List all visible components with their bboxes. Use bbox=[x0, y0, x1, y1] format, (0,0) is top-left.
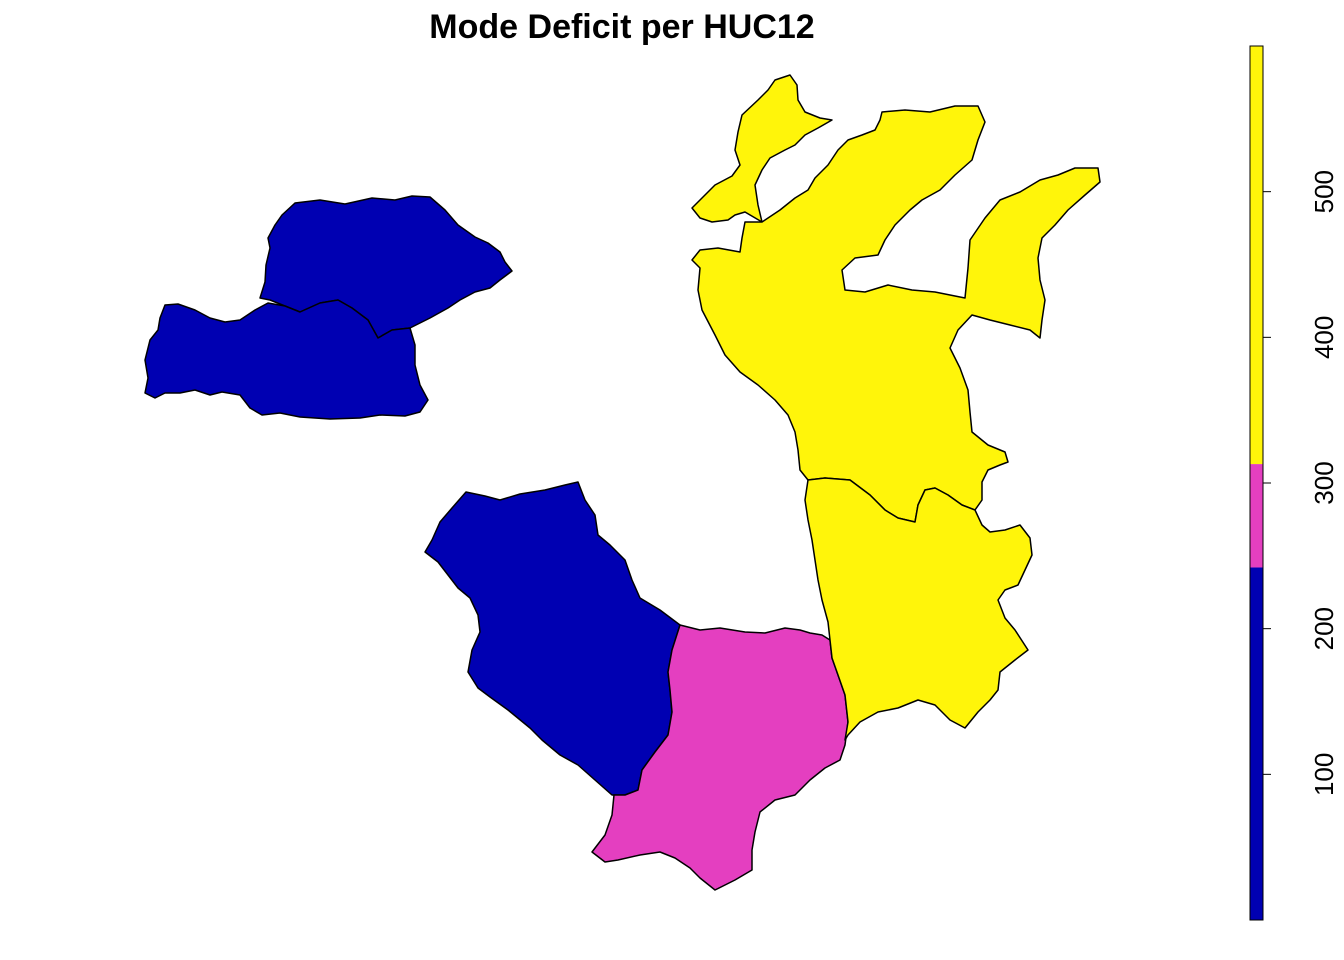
legend-tick-label: 400 bbox=[1309, 316, 1339, 359]
legend-bin-1 bbox=[1250, 464, 1263, 568]
huc-region-g bbox=[804, 477, 1033, 741]
legend-axis: 100 200 300 400 500 bbox=[1262, 170, 1339, 796]
legend-tick-label: 100 bbox=[1309, 753, 1339, 796]
legend-bin-2 bbox=[1250, 46, 1263, 465]
huc-region-e bbox=[691, 74, 833, 223]
huc-region-f bbox=[691, 105, 1101, 523]
legend-color-bar bbox=[1250, 46, 1263, 920]
huc-region-d bbox=[591, 624, 849, 891]
legend-bin-0 bbox=[1250, 567, 1263, 920]
legend-tick-label: 500 bbox=[1309, 170, 1339, 213]
map-title: Mode Deficit per HUC12 bbox=[429, 8, 814, 46]
watershed-regions bbox=[144, 74, 1101, 891]
color-legend: 100 200 300 400 500 bbox=[1249, 45, 1339, 921]
legend-tick-label: 300 bbox=[1309, 461, 1339, 504]
legend-tick-label: 200 bbox=[1309, 607, 1339, 650]
huc-region-c bbox=[424, 481, 681, 796]
huc-region-b bbox=[144, 299, 429, 420]
